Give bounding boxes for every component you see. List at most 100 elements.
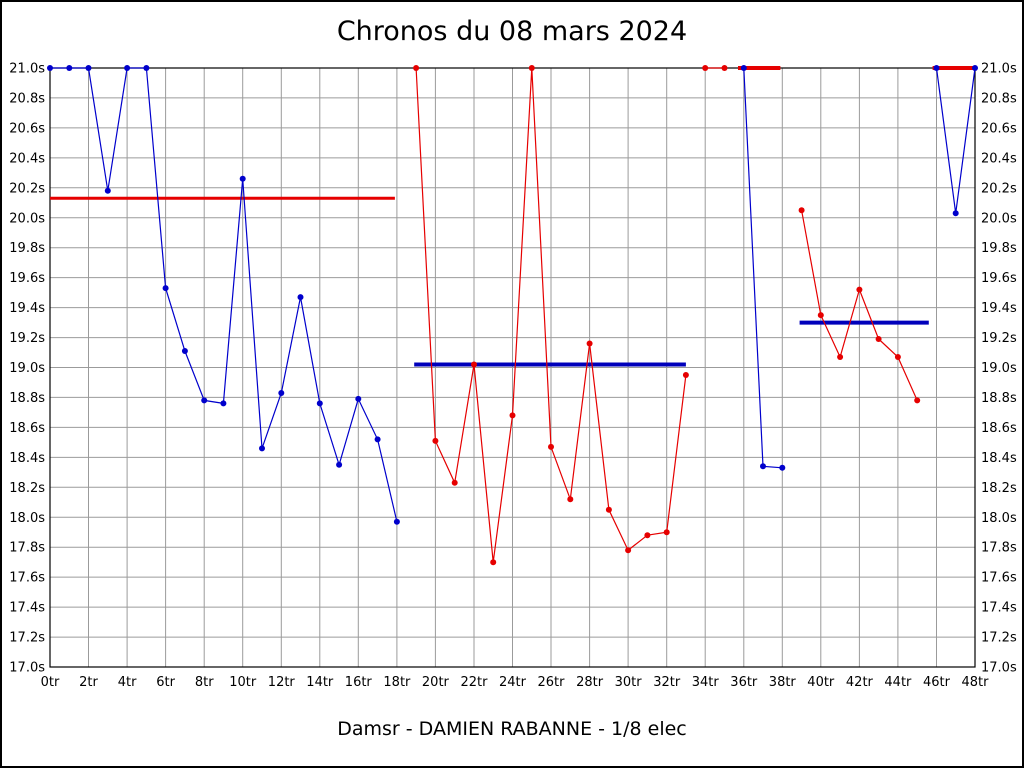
data-point bbox=[682, 372, 689, 378]
y-tick-label: 19.0s bbox=[9, 361, 45, 376]
x-tick-label: 30tr bbox=[615, 675, 643, 690]
data-point bbox=[760, 463, 766, 470]
y-tick-label: 17.8s bbox=[9, 541, 45, 556]
x-tick-label: 20tr bbox=[422, 675, 450, 690]
y-tick-label: 18.0s bbox=[981, 511, 1017, 526]
x-tick-label: 28tr bbox=[576, 675, 604, 690]
data-point bbox=[817, 312, 824, 319]
y-tick-label: 19.2s bbox=[981, 331, 1017, 346]
data-point bbox=[914, 397, 921, 404]
data-point bbox=[124, 65, 131, 71]
y-tick-label: 17.4s bbox=[9, 601, 45, 616]
data-point bbox=[413, 65, 420, 71]
y-tick-label: 19.0s bbox=[981, 361, 1017, 376]
y-tick-label: 19.4s bbox=[9, 301, 45, 316]
y-tick-label: 20.2s bbox=[981, 181, 1017, 196]
data-point bbox=[432, 437, 439, 444]
data-point bbox=[856, 286, 863, 293]
x-tick-label: 32tr bbox=[653, 675, 681, 690]
grid bbox=[49, 67, 976, 668]
data-point bbox=[143, 65, 150, 71]
y-tick-label: 20.6s bbox=[9, 121, 45, 136]
data-point bbox=[259, 445, 265, 452]
data-point bbox=[567, 496, 574, 503]
x-axis-labels: 0tr 2tr 4tr 6tr 8tr 10tr 12tr 14tr 16tr 18tr 20tr 2… bbox=[41, 675, 990, 690]
data-point bbox=[605, 506, 612, 513]
chart-title: Chronos du 08 mars 2024 bbox=[336, 16, 688, 47]
y-tick-label: 18.2s bbox=[981, 481, 1017, 496]
y-tick-label: 18.4s bbox=[9, 451, 45, 466]
y-tick-label: 20.6s bbox=[981, 121, 1017, 136]
y-tick-label: 19.6s bbox=[9, 271, 45, 286]
y-tick-label: 20.8s bbox=[981, 91, 1017, 106]
data-point bbox=[316, 400, 323, 407]
y-tick-label: 18.2s bbox=[9, 481, 45, 496]
data-point bbox=[393, 518, 400, 525]
data-point bbox=[779, 464, 786, 471]
x-tick-label: 2tr bbox=[79, 675, 98, 690]
data-point bbox=[47, 65, 53, 71]
plot-border bbox=[49, 67, 976, 668]
x-tick-label: 34tr bbox=[692, 675, 720, 690]
data-point bbox=[66, 65, 73, 71]
series-relais-5-rouge bbox=[798, 207, 921, 404]
data-point bbox=[355, 395, 362, 402]
data-point bbox=[625, 547, 632, 554]
data-point bbox=[374, 436, 381, 443]
data-point bbox=[663, 529, 670, 536]
data-point bbox=[721, 65, 728, 71]
data-point bbox=[548, 443, 554, 450]
x-tick-label: 18tr bbox=[383, 675, 411, 690]
y-tick-label: 20.4s bbox=[9, 151, 45, 166]
x-tick-label: 38tr bbox=[769, 675, 797, 690]
y-tick-label: 19.8s bbox=[9, 241, 45, 256]
x-tick-label: 44tr bbox=[884, 675, 912, 690]
series-relais-6-bleu bbox=[933, 65, 978, 217]
data-point bbox=[894, 354, 901, 360]
series-relais-2-rouge bbox=[413, 65, 689, 566]
data-point bbox=[952, 210, 959, 217]
y-tick-label: 17.4s bbox=[981, 601, 1017, 616]
series-line bbox=[935, 67, 976, 214]
y-tick-label: 19.6s bbox=[981, 271, 1017, 286]
data-point bbox=[933, 65, 940, 71]
data-point bbox=[181, 348, 188, 354]
data-point bbox=[201, 397, 208, 404]
series-relais-4-bleu bbox=[740, 65, 786, 471]
y-tick-label: 20.0s bbox=[981, 211, 1017, 226]
x-tick-label: 26tr bbox=[538, 675, 566, 690]
x-tick-label: 48tr bbox=[962, 675, 990, 690]
y-tick-label: 20.2s bbox=[9, 181, 45, 196]
x-tick-label: 42tr bbox=[846, 675, 874, 690]
data-point bbox=[586, 340, 593, 347]
x-tick-label: 24tr bbox=[499, 675, 527, 690]
y-tick-label: 17.6s bbox=[9, 571, 45, 586]
x-tick-label: 8tr bbox=[195, 675, 214, 690]
y-tick-label: 19.2s bbox=[9, 331, 45, 346]
x-tick-label: 46tr bbox=[923, 675, 951, 690]
data-point bbox=[451, 479, 458, 486]
x-tick-label: 4tr bbox=[118, 675, 137, 690]
y-tick-label: 19.4s bbox=[981, 301, 1017, 316]
series-relais-1-bleu bbox=[47, 65, 400, 525]
data-point bbox=[740, 65, 747, 71]
y-tick-label: 18.6s bbox=[9, 421, 45, 436]
x-tick-label: 36tr bbox=[730, 675, 758, 690]
data-point bbox=[509, 412, 516, 419]
x-tick-label: 14tr bbox=[306, 675, 334, 690]
y-tick-label: 17.8s bbox=[981, 541, 1017, 556]
data-point bbox=[104, 187, 111, 194]
data-point bbox=[875, 336, 882, 342]
y-axis-labels-left: 21.0s 20.8s 20.6s 20.4s 20.2s 20.0s 19.8s 19.6s… bbox=[9, 62, 45, 676]
data-point bbox=[162, 285, 169, 292]
data-point bbox=[471, 361, 477, 368]
y-tick-label: 21.0s bbox=[9, 62, 45, 77]
x-tick-label: 22tr bbox=[461, 675, 489, 690]
series-line bbox=[50, 67, 398, 522]
y-tick-label: 17.2s bbox=[9, 631, 45, 646]
y-tick-label: 18.6s bbox=[981, 421, 1017, 436]
data-point bbox=[336, 461, 343, 468]
data-point bbox=[85, 65, 92, 71]
